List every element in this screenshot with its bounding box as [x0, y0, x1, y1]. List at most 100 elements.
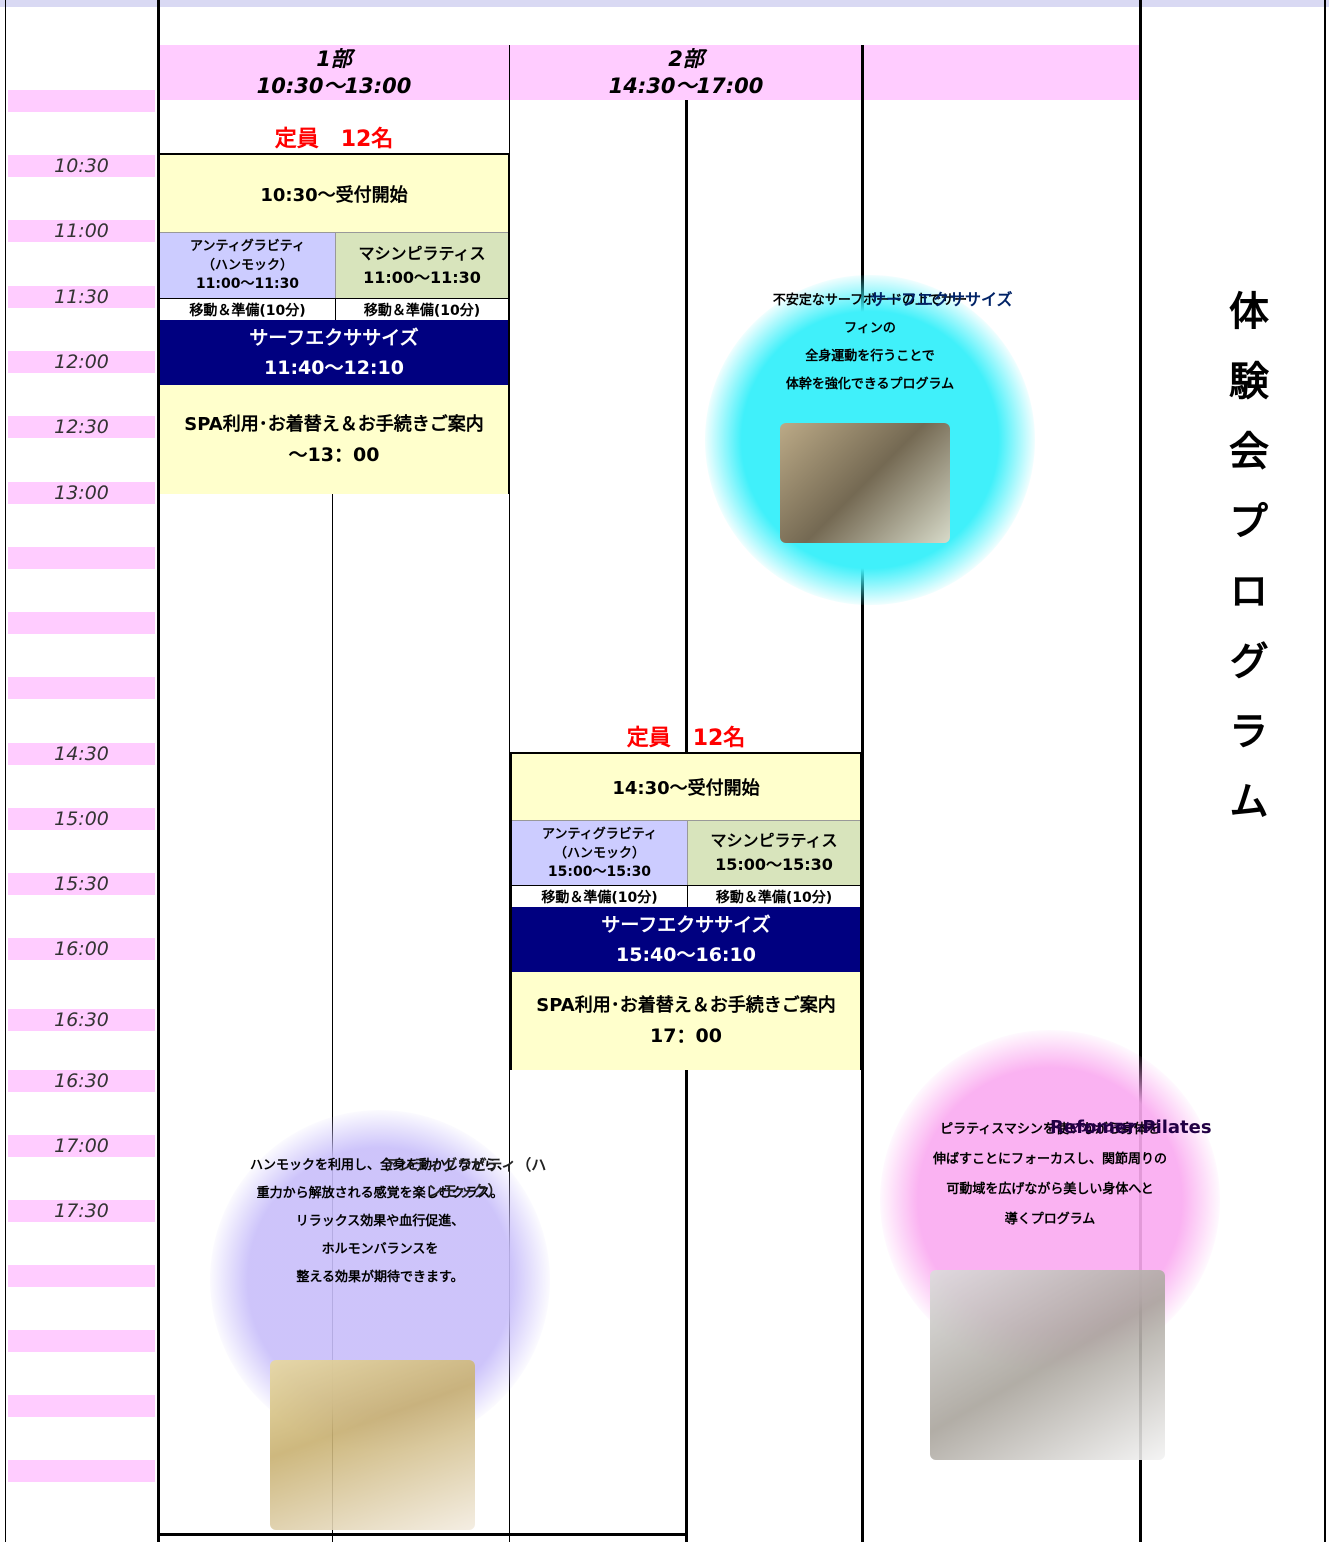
surf-block: サーフエクササイズ 11:40～12:10 [160, 320, 508, 385]
time-bar [8, 612, 155, 634]
side-title: 体験会プログラム [1222, 290, 1268, 850]
feature-circle: サーフエクササイズ 不安定なサーフボードの上でサー フィンの全身運動を行うことで体幹… [705, 275, 1035, 605]
class-name: サーフエクササイズ [249, 326, 419, 349]
time-label: 15:30 [8, 873, 155, 895]
photo [780, 423, 950, 543]
header-bg [158, 45, 1140, 100]
class-sub: （ハンモック） [201, 258, 293, 273]
photo [270, 1360, 475, 1530]
time-label: 11:30 [8, 286, 155, 308]
move-note: 移動＆準備(10分) [335, 298, 508, 320]
spa-text: SPA利用･お着替え＆お手続きご案内 [536, 995, 836, 1016]
title-main: アンティグラビティ（ハンモック） [383, 1156, 547, 1200]
time-bar [8, 1265, 155, 1287]
time-label: 12:30 [8, 416, 155, 438]
feature-line: 体幹を強化できるプログラム [785, 377, 955, 392]
class-time: 15:00～15:30 [547, 863, 652, 880]
time-bar [8, 1330, 155, 1352]
spa-text: SPA利用･お着替え＆お手続きご案内 [184, 413, 484, 435]
time-label: 16:00 [8, 938, 155, 960]
class-sub: （ハンモック） [553, 845, 645, 861]
reception: 14:30～受付開始 [512, 754, 860, 820]
time-bar [8, 90, 155, 112]
move-note: 移動＆準備(10分) [687, 885, 860, 907]
time-label: 16:30 [8, 1009, 155, 1031]
class-name: マシンピラティス [710, 831, 838, 850]
rule [685, 100, 688, 752]
rule [685, 1068, 688, 1542]
feature-text: アンティグラビティ（ハンモック） ハンモックを利用し、全身を動かしながら、 重力から… [210, 1152, 550, 1292]
class-name: アンティグラビティ [190, 239, 305, 254]
rule [158, 1533, 688, 1536]
title-main: サーフエクササイズ [870, 290, 1013, 309]
feature-line: 不安定なサーフボードの上でサー [772, 293, 968, 308]
class-name: マシンピラティス [358, 243, 486, 263]
feature-line: ピラティスマシンを使いながら身体を [940, 1122, 1160, 1137]
header-cell: 2部 14:30～17:00 [510, 45, 862, 100]
border-line [5, 0, 6, 1542]
antigravity: アンティグラビティ （ハンモック） 15:00～15:30 [512, 820, 687, 885]
class-time: 11:00～11:30 [363, 267, 481, 287]
pilates: マシンピラティス 11:00～11:30 [335, 232, 508, 298]
time-label: 15:00 [8, 808, 155, 830]
spa-block: SPA利用･お着替え＆お手続きご案内 17：00 [512, 972, 860, 1070]
rule [157, 0, 160, 1542]
time-label: 10:30 [8, 155, 155, 177]
feature-line: 全身運動を行うことで [805, 349, 935, 364]
class-name: アンティグラビティ [542, 826, 657, 842]
session-box: 14:30～受付開始 アンティグラビティ （ハンモック） 15:00～15:30 マシン… [510, 752, 862, 1070]
time-bar [8, 677, 155, 699]
time-label: 14:30 [8, 743, 155, 765]
time-label: 13:00 [8, 482, 155, 504]
border-line [1324, 0, 1326, 1542]
spa-time: 17：00 [650, 1025, 722, 1047]
time-bar [8, 1395, 155, 1417]
reception: 10:30～受付開始 [160, 155, 508, 232]
feature-line: 伸ばすことにフォーカスし、関節周りの [932, 1152, 1167, 1167]
antigravity: アンティグラビティ （ハンモック） 11:00～11:30 [160, 232, 335, 298]
feature-line: 整える効果が期待できます。 [296, 1270, 464, 1285]
feature-line: フィンの [844, 321, 896, 336]
feature-line: ホルモンバランスを [321, 1242, 439, 1257]
class-name: サーフエクササイズ [601, 913, 771, 936]
class-time: 11:40～12:10 [264, 356, 404, 379]
time-label: 17:00 [8, 1135, 155, 1157]
time-label: 12:00 [8, 351, 155, 373]
feature-text: サーフエクササイズ 不安定なサーフボードの上でサー フィンの全身運動を行うことで体幹… [705, 287, 1035, 399]
part-label: 1部 [316, 46, 352, 71]
feature-line: ハンモックを利用し、全身を動かしながら、 [249, 1158, 510, 1173]
move-note: 移動＆準備(10分) [160, 298, 335, 320]
time-label: 16:30 [8, 1070, 155, 1092]
rule [509, 45, 510, 1542]
part-time: 14:30～17:00 [608, 73, 764, 98]
class-time: 15:40～16:10 [616, 943, 756, 966]
spa-block: SPA利用･お着替え＆お手続きご案内 ～13：00 [160, 385, 508, 494]
feature-circle: Refomer Pilates （マシンピラティス） ピラティスマシンを使いながら身… [880, 1030, 1220, 1460]
move-note: 移動＆準備(10分) [512, 885, 687, 907]
time-bar [8, 1460, 155, 1482]
surf-block: サーフエクササイズ 15:40～16:10 [512, 907, 860, 972]
rule [861, 45, 864, 1542]
feature-circle: アンティグラビティ（ハンモック） ハンモックを利用し、全身を動かしながら、 重力から… [210, 1110, 550, 1530]
time-label: 17:30 [8, 1200, 155, 1222]
photo [930, 1270, 1165, 1460]
feature-line: リラックス効果や血行促進、 [295, 1214, 465, 1229]
class-time: 11:00～11:30 [195, 276, 300, 292]
feature-line: 可動域を広げながら美しい身体へと [946, 1182, 1154, 1197]
time-label: 11:00 [8, 220, 155, 242]
feature-line: 重力から解放される感覚を楽しむクラス。 [256, 1186, 504, 1201]
title-main: Refomer Pilates [1050, 1117, 1212, 1138]
feature-text: Refomer Pilates （マシンピラティス） ピラティスマシンを使いながら身… [880, 1115, 1220, 1235]
capacity: 定員 12名 [626, 726, 746, 751]
capacity: 定員 12名 [274, 127, 394, 152]
rule [1139, 0, 1142, 1542]
class-time: 15:00～15:30 [715, 855, 833, 874]
rule [332, 492, 333, 1542]
session-box: 10:30～受付開始 アンティグラビティ （ハンモック） 11:00～11:30 マシン… [158, 153, 510, 494]
part-time: 10:30～13:00 [256, 73, 412, 98]
title-sub: （マシンピラティス） [1058, 1121, 1168, 1134]
header-cell: 1部 10:30～13:00 [158, 45, 510, 100]
part-label: 2部 [668, 46, 704, 71]
pilates: マシンピラティス 15:00～15:30 [687, 820, 860, 885]
